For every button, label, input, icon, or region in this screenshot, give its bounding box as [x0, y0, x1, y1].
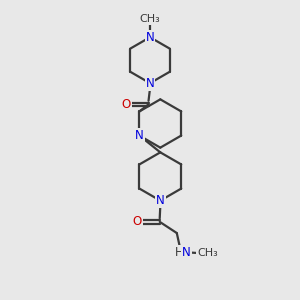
Text: N: N: [146, 77, 154, 90]
Text: H: H: [175, 246, 184, 259]
Text: N: N: [146, 31, 154, 44]
Text: N: N: [156, 194, 165, 207]
Text: O: O: [122, 98, 131, 111]
Text: CH₃: CH₃: [197, 248, 218, 258]
Text: O: O: [133, 215, 142, 228]
Text: N: N: [135, 129, 144, 142]
Text: N: N: [182, 246, 190, 259]
Text: CH₃: CH₃: [140, 14, 160, 24]
